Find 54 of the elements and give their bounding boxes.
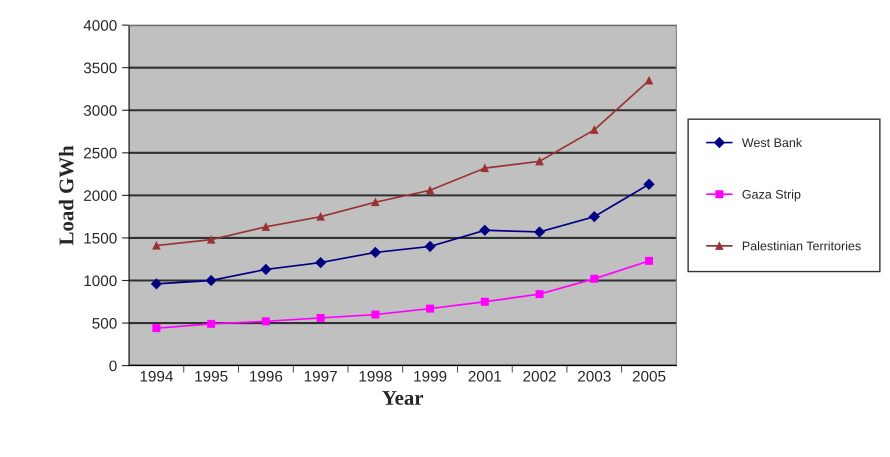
point	[590, 274, 598, 283]
point	[316, 212, 325, 221]
point	[480, 164, 489, 172]
point	[316, 314, 325, 322]
x-tick-label: 2003	[578, 370, 611, 382]
legend-label: Gaza Strip	[742, 190, 800, 202]
x-tick-label: 1997	[304, 370, 337, 382]
point	[645, 256, 654, 265]
point	[588, 211, 600, 222]
x-tick-label: 1998	[360, 370, 392, 382]
point	[534, 226, 545, 238]
point	[315, 257, 326, 268]
point	[536, 290, 544, 298]
legend-label: Palestinian Territories	[742, 241, 861, 250]
y-tick-label: 0	[109, 360, 117, 372]
point	[262, 317, 270, 326]
x-tick-label: 1999	[414, 370, 446, 382]
point	[150, 278, 162, 290]
x-tick-label: 2001	[468, 370, 502, 382]
point	[371, 310, 380, 319]
point	[536, 157, 544, 166]
point	[479, 224, 490, 236]
point	[152, 242, 160, 250]
point	[262, 222, 270, 231]
x-axis-title: Year	[382, 391, 424, 405]
x-tick-label: 1995	[195, 370, 228, 382]
point	[152, 324, 160, 332]
point	[207, 320, 216, 328]
point	[645, 76, 654, 84]
point	[424, 241, 436, 252]
point	[206, 275, 217, 286]
legend-label: West Bank	[742, 138, 802, 148]
point	[590, 126, 598, 134]
x-tick-label: 1996	[250, 370, 282, 382]
point	[426, 304, 434, 313]
point	[370, 246, 381, 258]
y-tick-label: 500	[92, 318, 117, 329]
y-axis-title: Load GWh	[58, 146, 74, 246]
y-tick-label: 1000	[84, 275, 117, 286]
y-tick-label: 4000	[84, 20, 117, 31]
point	[480, 298, 489, 306]
point	[371, 198, 380, 206]
point	[426, 186, 434, 194]
y-tick-label: 3500	[84, 62, 117, 74]
x-tick-label: 1994	[140, 370, 173, 382]
y-tick-label: 2500	[84, 148, 117, 158]
point	[644, 178, 654, 190]
point	[207, 236, 216, 244]
y-tick-label: 3000	[84, 105, 117, 116]
x-tick-label: 2005	[632, 370, 666, 382]
point	[260, 264, 272, 275]
y-tick-label: 2000	[84, 190, 117, 202]
y-tick-label: 1500	[84, 232, 117, 244]
x-tick-label: 2002	[523, 370, 556, 382]
